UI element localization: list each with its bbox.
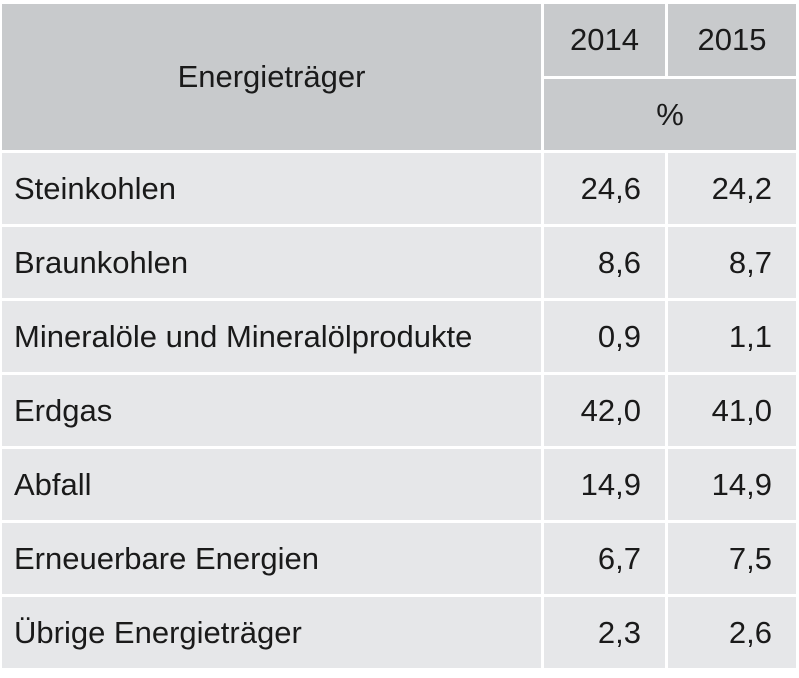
row-label: Steinkohlen xyxy=(2,153,544,227)
value-2015: 41,0 xyxy=(668,375,796,449)
table-row: Übrige Energieträger 2,3 2,6 xyxy=(2,597,796,671)
value-2014: 14,9 xyxy=(544,449,668,523)
row-label: Erdgas xyxy=(2,375,544,449)
value-2015: 2,6 xyxy=(668,597,796,671)
table-row: Erdgas 42,0 41,0 xyxy=(2,375,796,449)
row-label: Erneuerbare Energien xyxy=(2,523,544,597)
value-2014: 42,0 xyxy=(544,375,668,449)
table-row: Abfall 14,9 14,9 xyxy=(2,449,796,523)
value-2015: 24,2 xyxy=(668,153,796,227)
energy-table: Energieträger 2014 2015 % Steinkohlen 24… xyxy=(2,4,796,671)
value-2014: 6,7 xyxy=(544,523,668,597)
value-2015: 8,7 xyxy=(668,227,796,301)
row-label: Übrige Energieträger xyxy=(2,597,544,671)
table-row: Steinkohlen 24,6 24,2 xyxy=(2,153,796,227)
table-row: Braunkohlen 8,6 8,7 xyxy=(2,227,796,301)
row-label: Braunkohlen xyxy=(2,227,544,301)
table-row: Erneuerbare Energien 6,7 7,5 xyxy=(2,523,796,597)
table-body: Steinkohlen 24,6 24,2 Braunkohlen 8,6 8,… xyxy=(2,153,796,671)
table-header: Energieträger 2014 2015 % xyxy=(2,4,796,153)
row-label: Mineralöle und Mineralölprodukte xyxy=(2,301,544,375)
table-row: Mineralöle und Mineralölprodukte 0,9 1,1 xyxy=(2,301,796,375)
header-unit: % xyxy=(544,79,796,153)
value-2015: 7,5 xyxy=(668,523,796,597)
value-2014: 2,3 xyxy=(544,597,668,671)
value-2015: 14,9 xyxy=(668,449,796,523)
value-2014: 8,6 xyxy=(544,227,668,301)
row-label: Abfall xyxy=(2,449,544,523)
value-2015: 1,1 xyxy=(668,301,796,375)
header-year-2015: 2015 xyxy=(668,4,796,79)
value-2014: 24,6 xyxy=(544,153,668,227)
header-year-2014: 2014 xyxy=(544,4,668,79)
value-2014: 0,9 xyxy=(544,301,668,375)
header-energy-source: Energieträger xyxy=(2,4,544,153)
